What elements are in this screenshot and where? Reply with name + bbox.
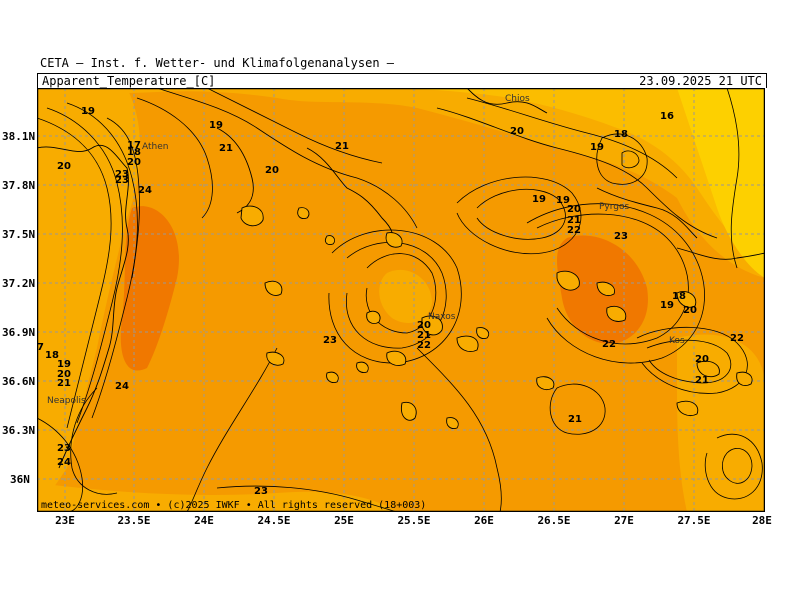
contour-label: 7 [37,342,44,353]
contour-label: 20 [57,161,71,172]
lat-label: 36.9N [2,326,36,339]
lon-label: 25.5E [397,514,431,527]
map-border [37,88,765,512]
coastlines [37,88,765,469]
contour-label: 21 [695,375,709,386]
contour-label: 21 [567,215,581,226]
contour-label: 19 [209,120,223,131]
contour-label: 20 [695,354,709,365]
lon-label: 27.5E [677,514,711,527]
contour-label: 18 [672,291,686,302]
lat-label: 38.1N [2,130,36,143]
place-neapolis: Neapolis [47,396,86,406]
title-bar: Apparent_Temperature_[C] 23.09.2025 21 U… [37,73,767,88]
contour-label: 19 [660,300,674,311]
lon-label: 27E [614,514,634,527]
contour-label: 16 [660,111,674,122]
contour-label: 23 [115,175,129,186]
place-pyrgos: Pyrgos [599,202,630,212]
contour-label: 18 [127,147,141,158]
contour-label: 23 [57,443,71,454]
lon-label: 26E [474,514,494,527]
parameter-title: Apparent_Temperature_[C] [42,74,216,88]
lat-label: 36.3N [2,424,36,437]
contour-label: 20 [265,165,279,176]
contour-label: 19 [532,194,546,205]
contour-label: 17 [127,140,141,151]
contour-label: 18 [614,129,628,140]
lat-label: 37.5N [2,228,36,241]
lat-label: 37.8N [2,179,36,192]
contour-value-labels: 19 19 20 21 20 21 24 17 18 20 23 23 20 1… [37,106,744,497]
contour-label: 24 [115,381,129,392]
lon-label: 23.5E [117,514,151,527]
temperature-map: Athen Chios Pyrgos Naxos Kos Neapolis 19… [37,88,765,512]
contour-label: 21 [335,141,349,152]
contour-label: 20 [510,126,524,137]
contour-label: 19 [57,359,71,370]
source-header: CETA — Inst. f. Wetter- und Klimafolgena… [40,56,395,70]
lat-label: 36N [10,473,30,486]
place-chios: Chios [505,94,530,104]
contour-label: 24 [138,185,152,196]
contour-label: 23 [254,486,268,497]
lon-label: 25E [334,514,354,527]
lon-label: 23E [55,514,75,527]
fill-mid-west [37,88,141,512]
contour-label: 19 [556,195,570,206]
contour-label: 20 [417,320,431,331]
contour-label: 19 [590,142,604,153]
contour-label: 22 [602,339,616,350]
place-naxos: Naxos [428,312,456,322]
lon-label: 28E [752,514,772,527]
lon-label: 24E [194,514,214,527]
valid-time: 23.09.2025 21 UTC [639,74,762,88]
lat-label: 37.2N [2,277,36,290]
contour-label: 18 [45,350,59,361]
contour-label: 21 [568,414,582,425]
lon-label: 24.5E [257,514,291,527]
contour-label: 19 [81,106,95,117]
contour-label: 20 [57,369,71,380]
lat-label: 36.6N [2,375,36,388]
contour-label: 21 [219,143,233,154]
contour-label: 24 [57,457,71,468]
contour-label: 20 [567,204,581,215]
contour-label: 23 [323,335,337,346]
place-athen: Athen [142,142,168,152]
place-labels: Athen Chios Pyrgos Naxos Kos Neapolis [47,94,685,406]
contour-label: 21 [417,330,431,341]
islands [240,205,753,429]
map-panel: Athen Chios Pyrgos Naxos Kos Neapolis 19… [37,88,765,512]
place-kos: Kos [669,336,685,346]
footer-credit: meteo-services.com • (c)2025 IWKF • All … [41,500,426,511]
contour-label: 22 [730,333,744,344]
lon-label: 26.5E [537,514,571,527]
fill-mid-se [677,334,765,512]
isolines [37,88,763,512]
contour-label: 20 [127,157,141,168]
contour-label: 23 [115,169,129,180]
contour-label: 23 [614,231,628,242]
fill-mid-south [37,483,397,512]
contour-label: 21 [57,378,71,389]
contour-label: 22 [417,340,431,351]
contour-label: 22 [567,225,581,236]
fill-deep-west [120,206,179,371]
contour-label: 20 [683,305,697,316]
